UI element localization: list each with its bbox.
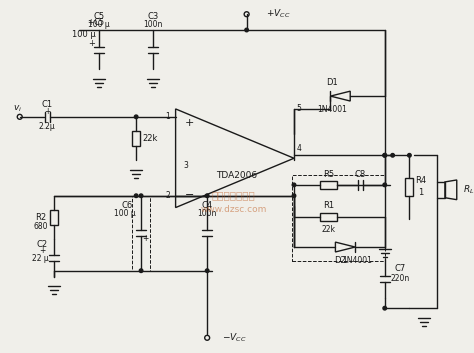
Text: C5: C5 bbox=[93, 18, 104, 26]
Text: 100 μ: 100 μ bbox=[114, 209, 136, 218]
Bar bbox=[292, 175, 385, 261]
Text: +: + bbox=[88, 39, 95, 48]
Text: D1: D1 bbox=[327, 78, 338, 87]
Text: 22k: 22k bbox=[321, 225, 336, 234]
Text: 2.2μ: 2.2μ bbox=[39, 122, 56, 131]
Bar bbox=[132, 196, 150, 271]
Circle shape bbox=[408, 154, 411, 157]
Circle shape bbox=[292, 194, 296, 198]
Text: TDA2006: TDA2006 bbox=[216, 170, 257, 180]
Circle shape bbox=[139, 194, 143, 198]
Text: C2: C2 bbox=[37, 240, 48, 249]
Circle shape bbox=[383, 306, 386, 310]
Text: 100n: 100n bbox=[143, 19, 163, 29]
Text: +: + bbox=[44, 107, 51, 116]
Text: +: + bbox=[87, 18, 94, 26]
Bar bbox=[132, 131, 140, 146]
Circle shape bbox=[205, 269, 209, 273]
Text: 220n: 220n bbox=[391, 274, 410, 283]
Text: $-V_{CC}$: $-V_{CC}$ bbox=[222, 331, 246, 344]
Text: 22k: 22k bbox=[142, 134, 158, 143]
Circle shape bbox=[383, 154, 386, 157]
Text: $+V_{CC}$: $+V_{CC}$ bbox=[266, 8, 291, 20]
Bar bbox=[319, 214, 337, 221]
Circle shape bbox=[205, 194, 209, 198]
Text: −: − bbox=[185, 190, 194, 200]
Circle shape bbox=[134, 194, 138, 198]
Bar bbox=[437, 182, 445, 198]
Bar bbox=[319, 181, 337, 189]
Text: C5: C5 bbox=[93, 12, 104, 21]
Text: 22 μ: 22 μ bbox=[32, 255, 49, 263]
Text: +: + bbox=[39, 246, 46, 256]
Circle shape bbox=[292, 183, 296, 187]
Circle shape bbox=[383, 183, 386, 187]
Text: 100n: 100n bbox=[198, 209, 217, 218]
Text: 1: 1 bbox=[418, 188, 423, 197]
Text: 100 μ: 100 μ bbox=[72, 30, 96, 40]
Text: 680: 680 bbox=[33, 222, 48, 231]
Text: 5: 5 bbox=[296, 104, 301, 113]
Text: 4: 4 bbox=[296, 144, 301, 153]
Text: C7: C7 bbox=[395, 264, 406, 273]
Circle shape bbox=[134, 115, 138, 119]
Text: 1: 1 bbox=[165, 112, 170, 121]
Bar bbox=[405, 178, 413, 196]
Circle shape bbox=[383, 154, 386, 157]
Text: R4: R4 bbox=[415, 176, 426, 185]
Text: C1: C1 bbox=[42, 101, 53, 109]
Text: 维库电子市场网: 维库电子市场网 bbox=[212, 190, 255, 200]
Text: $v_i$: $v_i$ bbox=[13, 104, 22, 114]
Circle shape bbox=[139, 269, 143, 273]
Text: +: + bbox=[185, 118, 194, 128]
Text: C3: C3 bbox=[147, 12, 158, 21]
Text: 1N4001: 1N4001 bbox=[342, 256, 372, 265]
Text: 100 μ: 100 μ bbox=[88, 19, 109, 29]
Text: R1: R1 bbox=[323, 201, 334, 210]
Text: R5: R5 bbox=[323, 169, 334, 179]
Text: C8: C8 bbox=[355, 169, 366, 179]
Text: www.dzsc.com: www.dzsc.com bbox=[201, 205, 267, 214]
Circle shape bbox=[391, 154, 394, 157]
Text: R2: R2 bbox=[35, 213, 46, 222]
Bar bbox=[50, 210, 58, 225]
Text: C6: C6 bbox=[122, 201, 133, 210]
Text: D2: D2 bbox=[335, 256, 346, 265]
Text: 2: 2 bbox=[165, 191, 170, 200]
Text: 3: 3 bbox=[183, 161, 188, 170]
Circle shape bbox=[245, 28, 248, 32]
Text: C4: C4 bbox=[201, 201, 213, 210]
Text: $R_L$: $R_L$ bbox=[463, 184, 474, 196]
Text: 1N4001: 1N4001 bbox=[318, 106, 347, 114]
Text: +: + bbox=[142, 234, 148, 243]
